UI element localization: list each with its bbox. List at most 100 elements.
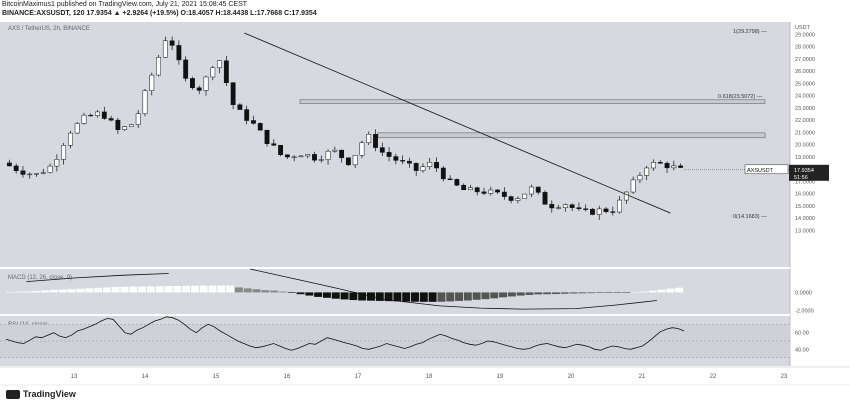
macd-histogram-bar <box>138 286 147 293</box>
candle-body <box>108 118 114 121</box>
rsi-line <box>5 316 685 351</box>
candle-body <box>454 179 460 186</box>
macd-histogram-bar <box>490 292 499 299</box>
candle-body <box>6 162 12 167</box>
price-tick-label: 23.0000 <box>795 106 815 112</box>
price-tick-label: 17.0000 <box>795 179 815 185</box>
fib-level-label: 0(14.1683) — <box>733 214 767 220</box>
candle-body <box>576 207 582 210</box>
tradingview-logo: TradingView <box>6 389 76 399</box>
macd-histogram-bar <box>622 292 631 293</box>
candle-body <box>34 173 39 175</box>
rsi-band <box>0 324 790 358</box>
candle-body <box>169 40 175 46</box>
macd-histogram-bar <box>375 292 384 301</box>
candle-body <box>129 124 134 127</box>
macd-histogram-bar <box>613 292 622 293</box>
macd-histogram-bar <box>358 292 367 301</box>
candle-body <box>468 187 473 191</box>
macd-histogram-bar <box>534 292 543 295</box>
macd-histogram-bar <box>120 286 129 293</box>
candle-body <box>657 162 663 164</box>
candle-body <box>230 82 236 105</box>
candle-body <box>400 160 406 162</box>
macd-histogram-bar <box>578 292 587 294</box>
candle-body <box>223 60 229 83</box>
candle-body <box>610 211 616 213</box>
macd-histogram-bar <box>516 292 525 296</box>
candle-body <box>644 167 650 176</box>
macd-histogram-bar <box>173 285 182 293</box>
candle-body <box>312 154 317 161</box>
symbol-tag <box>744 164 789 175</box>
last-price-tag <box>789 164 829 181</box>
macd-histogram-bar <box>595 292 604 293</box>
candle-body <box>562 204 568 208</box>
candle-body <box>427 162 433 167</box>
candle-body <box>47 165 53 173</box>
macd-histogram-bar <box>287 292 296 293</box>
candle-body <box>488 189 494 194</box>
macd-histogram-bar <box>102 287 111 293</box>
candle-body <box>617 199 623 213</box>
macd-histogram-bar <box>639 291 648 293</box>
macd-histogram-bar <box>226 285 235 293</box>
macd-histogram-bar <box>155 286 164 293</box>
publisher-line: BitcoinMaximus1 published on TradingView… <box>2 1 248 8</box>
candle-body <box>413 162 419 171</box>
macd-histogram-bar <box>472 292 481 300</box>
candle-body <box>74 123 80 134</box>
macd-histogram-bar <box>604 292 613 293</box>
candle-body <box>13 165 19 172</box>
macd-histogram-bar <box>6 291 14 293</box>
macd-histogram-bar <box>111 287 120 293</box>
macd-histogram-bar <box>129 286 138 293</box>
candle-body <box>522 193 528 199</box>
macd-histogram-bar <box>384 292 393 302</box>
macd-panel-title: MACD (12, 26, close, 9) <box>8 275 72 281</box>
time-tick-label: 21 <box>639 374 646 380</box>
macd-histogram-bar <box>657 289 666 293</box>
rsi-tick-label: 60.00 <box>795 331 809 337</box>
price-tick-label: 26.0000 <box>795 69 815 75</box>
macd-histogram-bar <box>551 292 560 295</box>
candle-body <box>325 150 331 160</box>
resistance-zone <box>299 99 766 104</box>
macd-histogram-bar <box>419 292 428 302</box>
candle-body <box>630 179 636 193</box>
candle-body <box>81 114 87 124</box>
candle-body <box>623 191 629 201</box>
price-tick-label: 19.0000 <box>795 155 815 161</box>
candle-body <box>542 192 548 205</box>
candle-body <box>122 126 128 130</box>
candle-body <box>88 114 94 117</box>
price-axis-bg <box>790 22 850 366</box>
candle-body <box>278 145 284 156</box>
tradingview-logo-icon <box>6 389 20 399</box>
macd-histogram-bar <box>270 290 279 293</box>
price-tick-label: 27.0000 <box>795 57 815 63</box>
time-tick-label: 16 <box>284 374 291 380</box>
macd-histogram-bar <box>631 292 640 293</box>
macd-histogram-bar <box>199 285 208 293</box>
price-tick-label: 13.0000 <box>795 228 815 234</box>
time-tick-label: 17 <box>355 374 362 380</box>
macd-histogram-bar <box>428 292 437 302</box>
candle-body <box>556 207 561 209</box>
candle-body <box>54 159 60 167</box>
candle-body <box>515 198 521 201</box>
candle-body <box>440 167 446 180</box>
candle-body <box>569 204 575 208</box>
macd-histogram-bar <box>560 292 569 294</box>
price-tick-label: 24.0000 <box>795 94 815 100</box>
candle-body <box>495 189 500 193</box>
macd-histogram-bar <box>569 292 578 294</box>
price-tick-label: 15.0000 <box>795 204 815 210</box>
macd-histogram-bar <box>146 286 155 293</box>
macd-histogram-bar <box>666 288 675 293</box>
candle-body <box>149 74 155 91</box>
candle-body <box>434 162 439 169</box>
macd-signal-line <box>26 273 169 282</box>
macd-histogram-bar <box>243 288 252 293</box>
